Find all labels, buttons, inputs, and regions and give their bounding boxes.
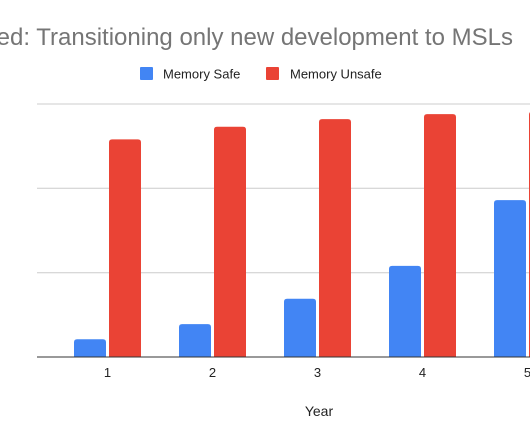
- bar-memory-safe-year-1: [74, 339, 106, 357]
- x-axis-label: Year: [305, 403, 334, 419]
- bar-memory-unsafe-year-4: [424, 114, 456, 358]
- chart-title: ted: Transitioning only new development …: [0, 24, 513, 51]
- legend: Memory Safe Memory Unsafe: [140, 67, 382, 82]
- legend-label-memory-safe: Memory Safe: [163, 67, 240, 82]
- bar-memory-safe-year-3: [284, 298, 316, 357]
- bars: [74, 112, 530, 358]
- x-tick-label: 1: [104, 365, 111, 380]
- x-tick-label: 3: [314, 365, 321, 380]
- bar-memory-unsafe-year-1: [109, 139, 141, 357]
- x-tick-labels: 1 2 3 4 5: [104, 365, 530, 380]
- bar-memory-safe-year-2: [179, 324, 211, 357]
- x-tick-label: 4: [419, 365, 426, 380]
- legend-swatch-memory-unsafe: [266, 67, 279, 80]
- x-tick-label: 2: [209, 365, 216, 380]
- bar-memory-safe-year-5: [494, 200, 526, 357]
- legend-label-memory-unsafe: Memory Unsafe: [290, 67, 382, 82]
- bar-memory-unsafe-year-2: [214, 126, 246, 358]
- x-tick-label: 5: [524, 365, 530, 380]
- legend-swatch-memory-safe: [140, 67, 153, 80]
- bar-memory-unsafe-year-3: [319, 119, 351, 358]
- bar-memory-safe-year-4: [389, 265, 421, 357]
